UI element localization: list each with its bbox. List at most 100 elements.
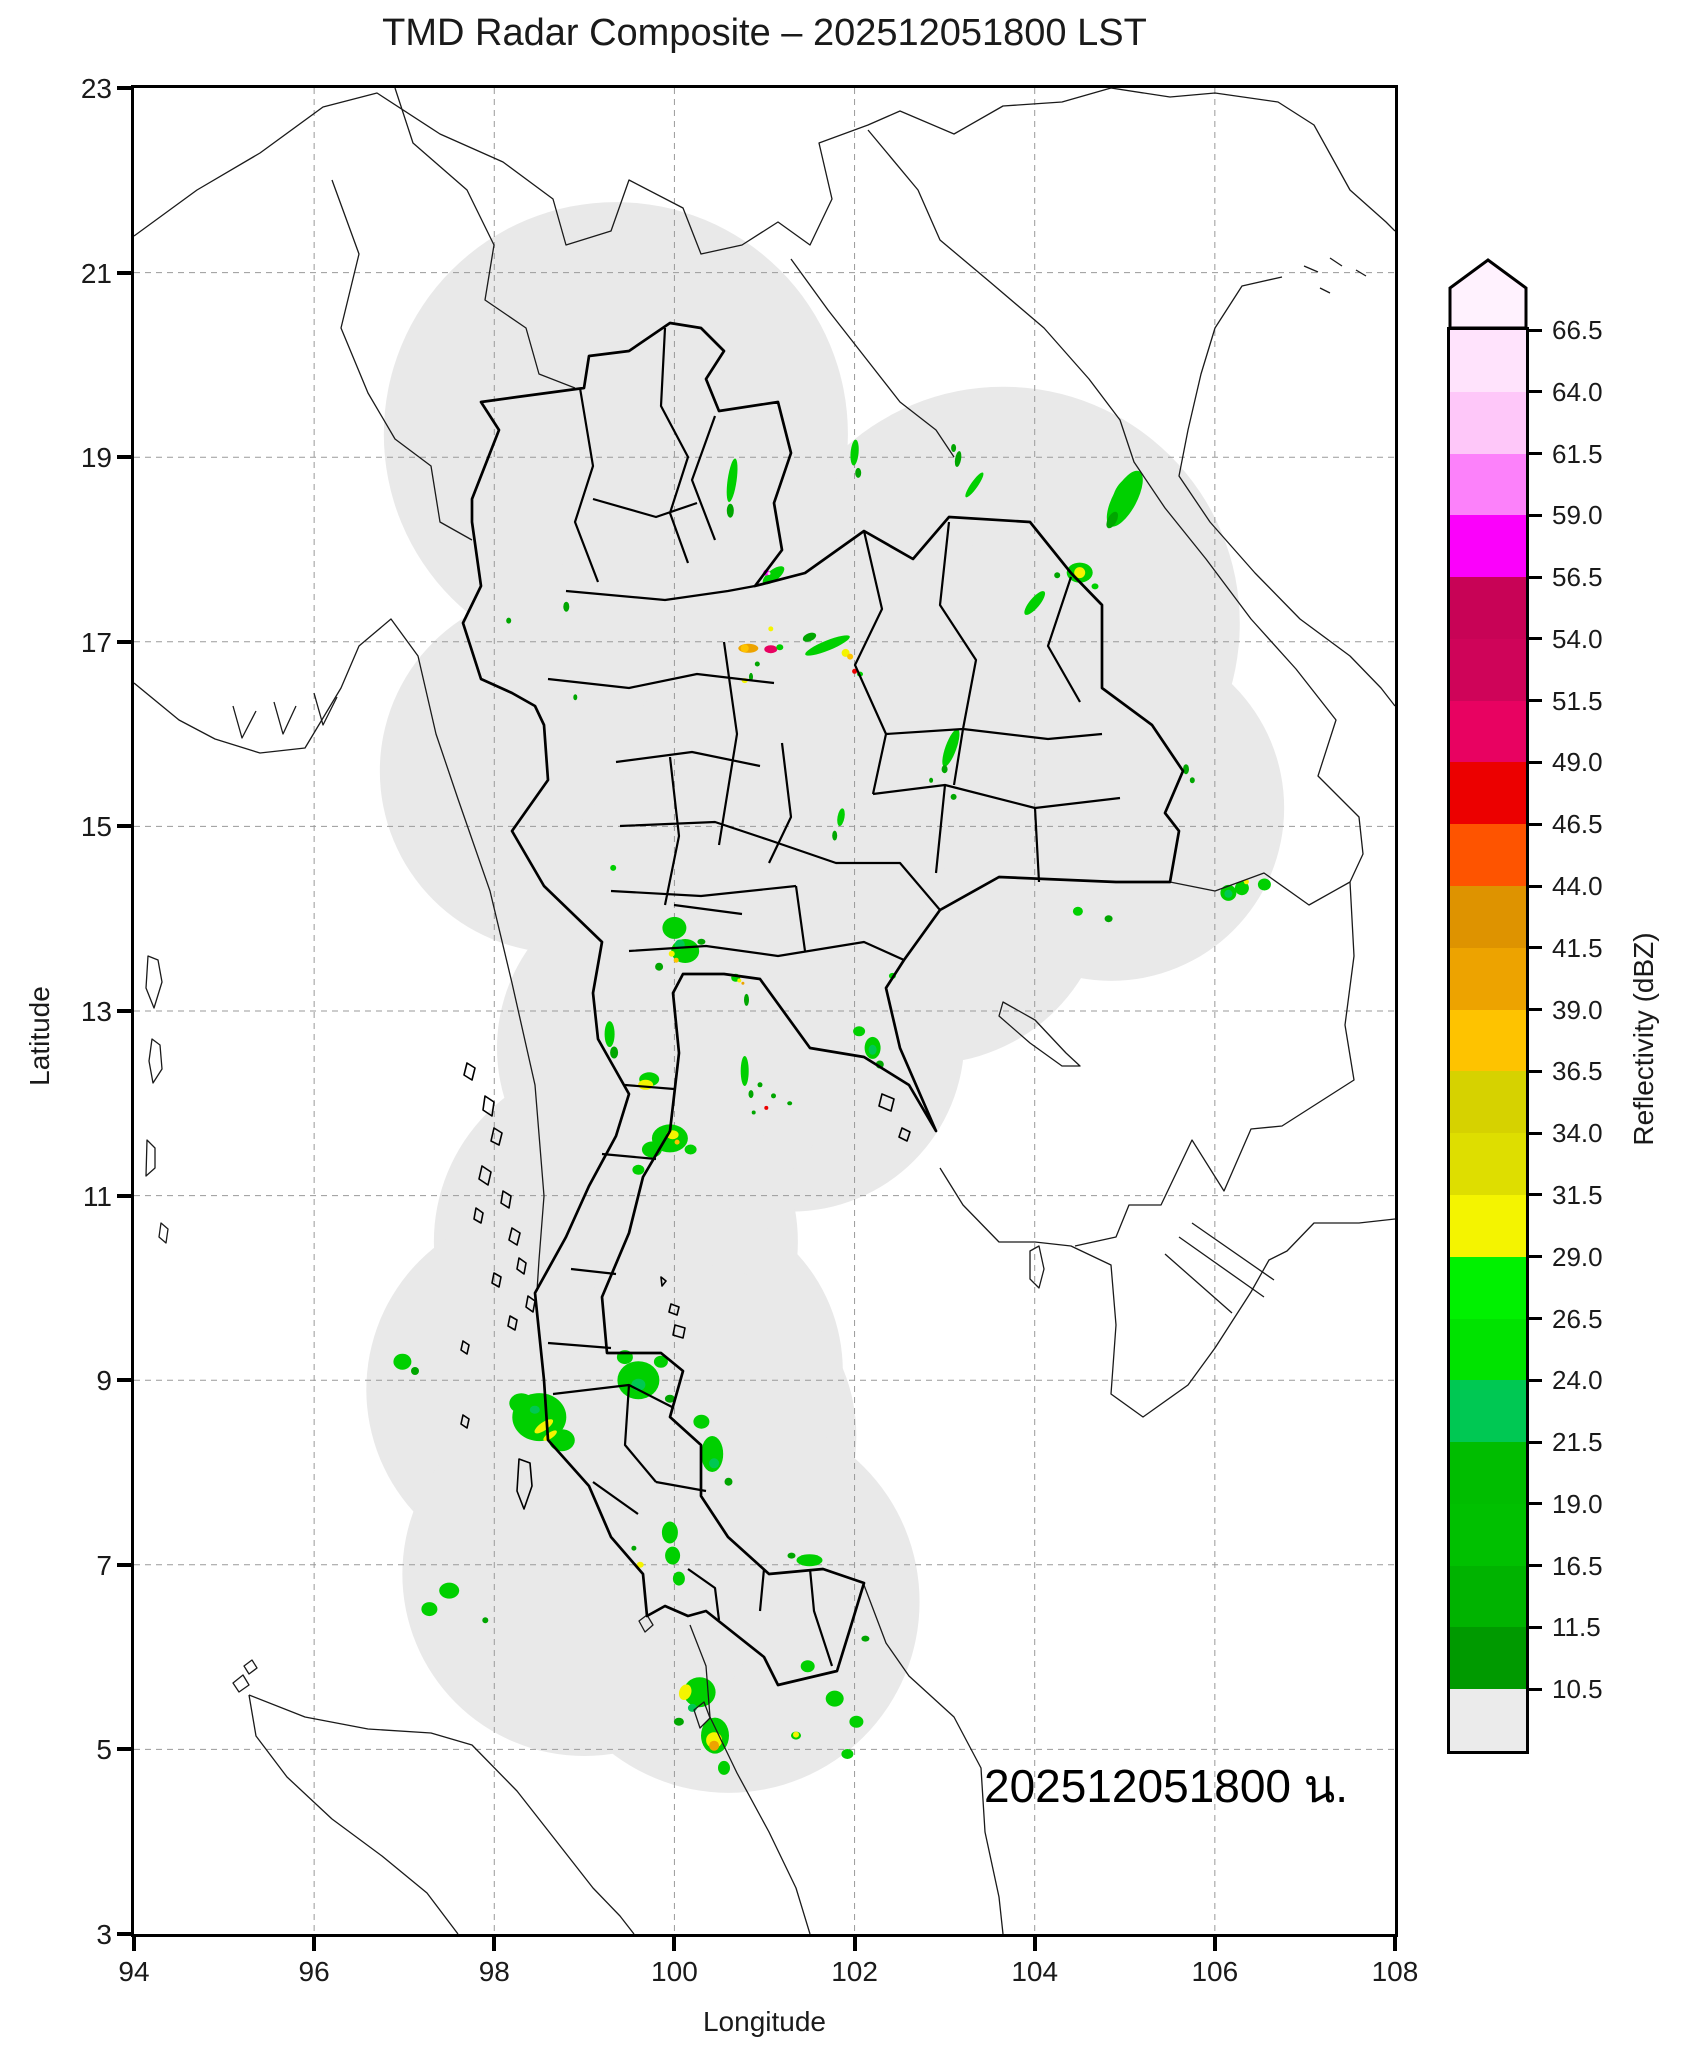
- y-tick-label: 5: [96, 1734, 112, 1766]
- x-tick-label: 96: [298, 1956, 330, 1987]
- colorbar-segment: [1450, 886, 1526, 948]
- colorbar-segment: [1450, 1256, 1526, 1319]
- radar-echo: [672, 1571, 685, 1586]
- radar-echo: [847, 653, 854, 660]
- grid-lines-layer: [134, 88, 1395, 1934]
- radar-echo: [762, 566, 785, 585]
- colorbar-tick-label: 41.5: [1552, 932, 1603, 963]
- x-axis-title: Longitude: [702, 2006, 826, 2037]
- radar-echo: [655, 962, 664, 971]
- radar-echo: [610, 864, 617, 871]
- radar-echo: [764, 645, 778, 654]
- colorbar-tick-label: 10.5: [1552, 1674, 1603, 1705]
- colorbar-segment: [1450, 1009, 1526, 1072]
- colorbar-segment: [1450, 1194, 1526, 1257]
- radar-echo: [825, 1690, 844, 1707]
- radar-echo-layer: [393, 439, 1271, 1775]
- y-axis-title: Latitude: [24, 986, 55, 1086]
- colorbar-tick-mark: [1529, 1625, 1542, 1629]
- cambodia-vietnam-border: [1074, 881, 1355, 1247]
- radar-echo: [1106, 511, 1118, 529]
- radar-echo: [800, 1660, 815, 1673]
- radar-echo: [950, 793, 957, 800]
- colorbar-tick-mark: [1529, 1502, 1542, 1506]
- radar-echo: [764, 1105, 769, 1110]
- colorbar-tick-mark: [1529, 637, 1542, 641]
- thailand-province-borders: [547, 327, 1121, 1667]
- thailand-borders-layer: [461, 321, 1185, 1687]
- y-tick-mark: [117, 455, 131, 460]
- colorbar-segment: [1450, 577, 1526, 639]
- y-tick-mark: [117, 1378, 131, 1383]
- colorbar-tick-mark: [1529, 1687, 1542, 1691]
- colorbar-tick-mark: [1529, 575, 1542, 579]
- radar-echo: [793, 1731, 799, 1738]
- colorbar-tick-mark: [1529, 1564, 1542, 1568]
- radar-echo: [534, 1419, 554, 1434]
- x-tick-label: 106: [1191, 1956, 1239, 1987]
- colorbar-tick-mark: [1529, 1255, 1542, 1259]
- y-tick-label: 3: [96, 1919, 112, 1950]
- colorbar-tick-label: 19.0: [1552, 1488, 1603, 1519]
- x-tick-mark: [852, 1937, 857, 1951]
- radar-echo: [393, 1353, 412, 1370]
- colorbar-tick-mark: [1529, 390, 1542, 394]
- radar-echo: [787, 1101, 793, 1106]
- y-tick-label: 7: [96, 1549, 112, 1581]
- radar-echo: [661, 1521, 678, 1544]
- colorbar-segment: [1450, 1380, 1526, 1443]
- radar-echo: [751, 1110, 756, 1115]
- colorbar-tick-label: 39.0: [1552, 994, 1603, 1025]
- radar-echo: [954, 451, 962, 467]
- x-tick-label: 94: [118, 1956, 150, 1987]
- radar-echo: [674, 1139, 680, 1145]
- radar-echo: [1024, 591, 1046, 615]
- radar-echo: [718, 1760, 730, 1775]
- radar-echo: [563, 601, 570, 612]
- x-tick-mark: [1032, 1937, 1037, 1951]
- y-tick-mark: [117, 1932, 131, 1936]
- x-tick-label: 104: [1011, 1956, 1059, 1987]
- colorbar-segment: [1450, 1133, 1526, 1195]
- y-tick-label: 11: [82, 1180, 112, 1212]
- china-vietnam-border: [1110, 88, 1395, 232]
- laos-inner-line: [790, 258, 955, 458]
- radar-echo: [741, 981, 745, 985]
- colorbar-segment: [1450, 330, 1526, 392]
- colorbar-tick-label: 31.5: [1552, 1179, 1603, 1210]
- radar-echo: [855, 467, 862, 478]
- x-tick-label: 108: [1371, 1956, 1419, 1987]
- x-tick-label: 98: [478, 1956, 510, 1987]
- y-tick-mark: [117, 1562, 131, 1567]
- radar-echo: [1257, 878, 1271, 891]
- radar-echo: [678, 1684, 692, 1700]
- colorbar-tick-label: 36.5: [1552, 1056, 1603, 1087]
- colorbar-tick-mark: [1529, 1317, 1542, 1321]
- colorbar-tick-mark: [1529, 884, 1542, 888]
- radar-echo: [776, 644, 784, 651]
- y-tick-mark: [117, 639, 131, 644]
- colorbar-title: Reflectivity (dBZ): [1628, 932, 1659, 1146]
- x-tick-mark: [672, 1937, 677, 1951]
- tonle-sap-lake: [998, 1001, 1081, 1067]
- radar-echo: [757, 1082, 763, 1088]
- colorbar-tick-mark: [1529, 1069, 1542, 1073]
- radar-echo: [951, 444, 957, 452]
- colorbar-segment: [1450, 391, 1526, 454]
- x-tick-mark: [312, 1937, 317, 1951]
- radar-echo: [1234, 881, 1249, 896]
- y-tick-mark: [117, 1009, 131, 1013]
- colorbar-tick-mark: [1529, 1131, 1542, 1135]
- radar-echo: [767, 572, 771, 575]
- x-tick-label: 102: [831, 1956, 878, 1987]
- colorbar-tick-label: 61.5: [1552, 438, 1603, 469]
- colorbar-segment: [1450, 700, 1526, 763]
- radar-echo: [632, 1164, 645, 1175]
- radar-echo: [506, 617, 512, 624]
- y-tick-mark: [117, 1747, 131, 1752]
- myanmar-china-border: [134, 88, 1112, 255]
- radar-echo: [687, 1703, 697, 1712]
- radar-echo: [631, 1545, 637, 1551]
- x-tick-label: 100: [651, 1956, 698, 1987]
